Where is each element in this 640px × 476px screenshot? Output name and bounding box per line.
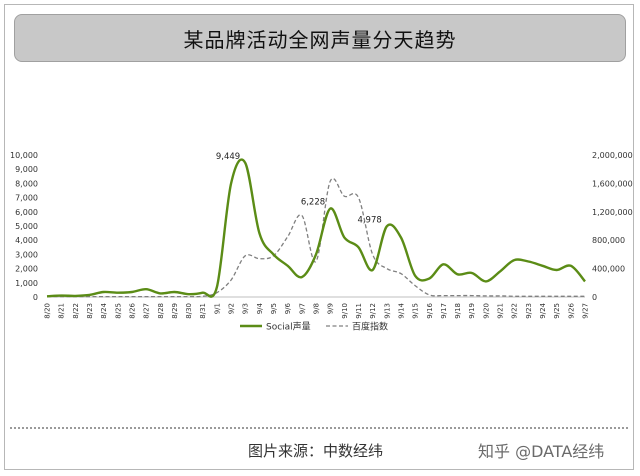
x-tick-label: 9/1 bbox=[213, 303, 221, 314]
x-tick-label: 8/24 bbox=[100, 302, 108, 318]
chart-frame bbox=[4, 4, 634, 470]
x-tick-label: 9/3 bbox=[242, 303, 250, 314]
data-label: 9,449 bbox=[216, 152, 240, 162]
y-left-tick-label: 5,000 bbox=[15, 222, 38, 231]
y-right-tick-label: 800,000 bbox=[592, 236, 625, 245]
data-label: 4,978 bbox=[357, 215, 381, 225]
y-left-tick-label: 3,000 bbox=[15, 250, 38, 259]
x-tick-label: 9/21 bbox=[497, 303, 505, 319]
y-right-tick-label: 400,000 bbox=[592, 265, 625, 274]
x-tick-label: 9/23 bbox=[525, 303, 533, 319]
image-source: 图片来源：中数经纬 bbox=[248, 442, 384, 460]
y-left-tick-label: 8,000 bbox=[15, 179, 38, 188]
y-left-tick-label: 10,000 bbox=[10, 151, 38, 160]
page-title: 某品牌活动全网声量分天趋势 bbox=[14, 14, 626, 62]
x-tick-label: 9/25 bbox=[553, 303, 561, 319]
x-tick-label: 9/14 bbox=[397, 302, 405, 318]
x-tick-label: 8/30 bbox=[185, 303, 193, 319]
x-tick-label: 9/12 bbox=[369, 303, 377, 319]
x-tick-label: 9/9 bbox=[327, 303, 335, 314]
x-tick-label: 9/11 bbox=[355, 303, 363, 319]
social-volume-line bbox=[46, 158, 586, 298]
footer-divider bbox=[10, 427, 628, 429]
x-tick-label: 8/29 bbox=[171, 303, 179, 319]
y-left-tick-label: 1,000 bbox=[15, 279, 38, 288]
y-left-tick-label: 4,000 bbox=[15, 236, 38, 245]
x-tick-label: 8/25 bbox=[114, 303, 122, 319]
x-tick-label: 9/26 bbox=[567, 302, 575, 318]
x-tick-label: 8/31 bbox=[199, 303, 207, 319]
x-tick-label: 9/15 bbox=[412, 303, 420, 319]
x-tick-label: 9/8 bbox=[313, 303, 321, 314]
x-tick-label: 9/4 bbox=[256, 302, 264, 314]
x-tick-label: 8/26 bbox=[128, 302, 136, 318]
watermark: 知乎 @DATA经纬 bbox=[478, 442, 605, 461]
x-tick-label: 9/18 bbox=[454, 303, 462, 319]
x-tick-label: 9/22 bbox=[511, 303, 519, 319]
x-tick-label: 9/10 bbox=[341, 303, 349, 319]
y-right-tick-label: 2,000,000 bbox=[592, 151, 633, 160]
x-tick-label: 9/24 bbox=[539, 302, 547, 318]
legend-social-label: Social声量 bbox=[266, 321, 311, 333]
x-tick-label: 9/17 bbox=[440, 303, 448, 319]
y-left-tick-label: 7,000 bbox=[15, 194, 38, 203]
x-tick-label: 9/27 bbox=[582, 303, 590, 319]
x-tick-label: 9/16 bbox=[426, 302, 434, 318]
y-right-tick-label: 1,600,000 bbox=[592, 179, 633, 188]
x-tick-label: 9/6 bbox=[284, 302, 292, 314]
y-left-tick-label: 9,000 bbox=[15, 165, 38, 174]
x-tick-label: 9/5 bbox=[270, 303, 278, 314]
x-tick-label: 8/27 bbox=[143, 303, 151, 319]
y-left-tick-label: 2,000 bbox=[15, 265, 38, 274]
y-right-tick-label: 1,200,000 bbox=[592, 208, 633, 217]
x-tick-label: 9/7 bbox=[298, 303, 306, 314]
x-tick-label: 8/20 bbox=[44, 303, 52, 319]
x-tick-label: 9/13 bbox=[383, 303, 391, 319]
data-label: 6,228 bbox=[301, 198, 325, 208]
y-right-tick-label: 0 bbox=[592, 293, 597, 302]
x-tick-label: 9/20 bbox=[482, 303, 490, 319]
x-tick-label: 8/23 bbox=[86, 303, 94, 319]
baidu-index-line bbox=[47, 178, 585, 298]
x-tick-label: 9/2 bbox=[228, 303, 236, 314]
y-left-tick-label: 6,000 bbox=[15, 208, 38, 217]
x-tick-label: 8/22 bbox=[72, 303, 80, 319]
x-tick-label: 9/19 bbox=[468, 303, 476, 319]
y-left-tick-label: 0 bbox=[33, 293, 38, 302]
legend-baidu-label: 百度指数 bbox=[352, 321, 388, 333]
x-tick-label: 8/28 bbox=[157, 303, 165, 319]
x-tick-label: 8/21 bbox=[58, 303, 66, 319]
